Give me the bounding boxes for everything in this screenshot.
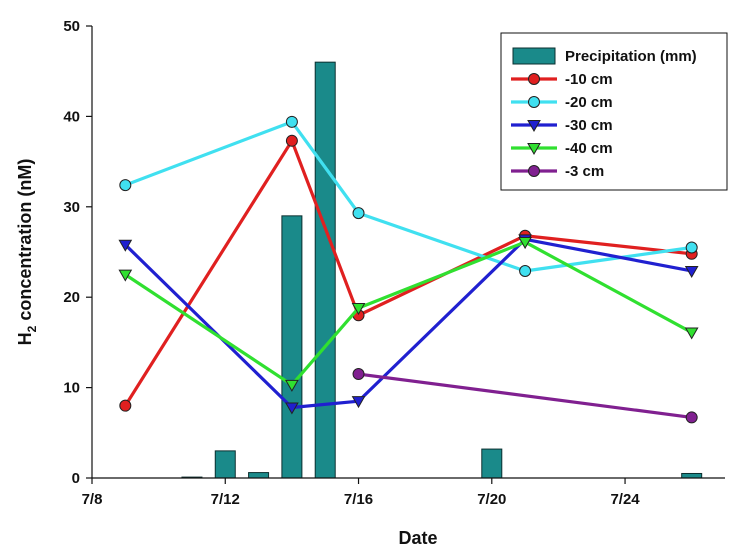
lines-layer [118,115,699,424]
precipitation-bar-3 [281,215,303,479]
legend-label-0: -10 cm [565,71,613,88]
legend: Precipitation (mm) -10 cm -20 cm -30 cm -40 … [500,32,728,191]
data-point-4-1 [685,411,698,424]
axes-layer: 0 10 20 30 40 50 7/8 7/12 7/16 7/20 7/24 [63,18,725,508]
x-tick-label-0: 7/8 [82,491,103,508]
series-line-4 [358,372,692,420]
data-point-2-4 [684,265,699,278]
legend-marker-1 [528,96,540,108]
legend-label-precipitation: Precipitation (mm) [565,48,697,65]
y-tick-label-20: 20 [63,289,80,306]
precipitation-bar-1 [214,450,236,479]
legend-label-4: -3 cm [565,163,604,180]
precipitation-bar-5 [481,448,503,479]
data-point-3-3 [518,237,532,250]
data-point-0-0 [119,399,132,412]
precipitation-bar-6 [681,472,703,479]
legend-marker-3 [527,143,541,156]
y-axis-title-subscript: 2 [25,325,39,332]
y-tick-label-40: 40 [63,108,80,125]
precipitation-bar-4 [314,61,336,479]
y-axis-title-rest: concentration (nM) [15,159,35,326]
data-point-2-0 [118,239,133,252]
data-point-1-0 [119,179,132,192]
legend-label-1: -20 cm [565,94,613,111]
series-20cm [119,115,698,277]
bars-layer [181,61,703,479]
legend-marker-4 [528,165,540,177]
x-tick-label-2: 7/16 [344,491,373,508]
data-point-0-1 [285,134,298,147]
x-tick-label-4: 7/24 [610,491,640,508]
data-point-4-0 [352,368,365,381]
data-point-3-1 [285,379,299,392]
data-point-3-4 [684,327,699,340]
data-point-1-4 [685,241,698,254]
legend-swatch-precipitation [512,47,556,65]
legend-marker-0 [528,73,540,85]
data-point-2-2 [351,396,366,409]
data-point-3-2 [351,303,366,316]
y-tick-label-50: 50 [63,18,80,35]
series-40cm [118,237,699,392]
y-tick-label-0: 0 [72,470,80,487]
precipitation-bar-2 [248,472,270,479]
x-tick-label-3: 7/20 [477,491,506,508]
series-line-3 [124,240,693,387]
y-axis-title-main: H [15,332,35,345]
series-30cm [118,234,699,415]
y-tick-label-10: 10 [63,380,80,397]
legend-label-3: -40 cm [565,140,613,157]
legend-label-2: -30 cm [565,117,613,134]
series-3cm [352,368,698,424]
data-point-1-1 [285,115,298,128]
x-tick-label-1: 7/12 [211,491,240,508]
y-axis-title: H2 concentration (nM) [15,159,39,346]
legend-marker-2 [527,120,541,133]
data-point-1-2 [352,207,365,220]
y-tick-label-30: 30 [63,199,80,216]
x-axis-title: Date [398,528,437,548]
series-line-2 [124,237,692,410]
data-point-3-0 [118,269,133,282]
data-point-1-3 [519,264,532,277]
data-point-2-1 [285,402,299,415]
